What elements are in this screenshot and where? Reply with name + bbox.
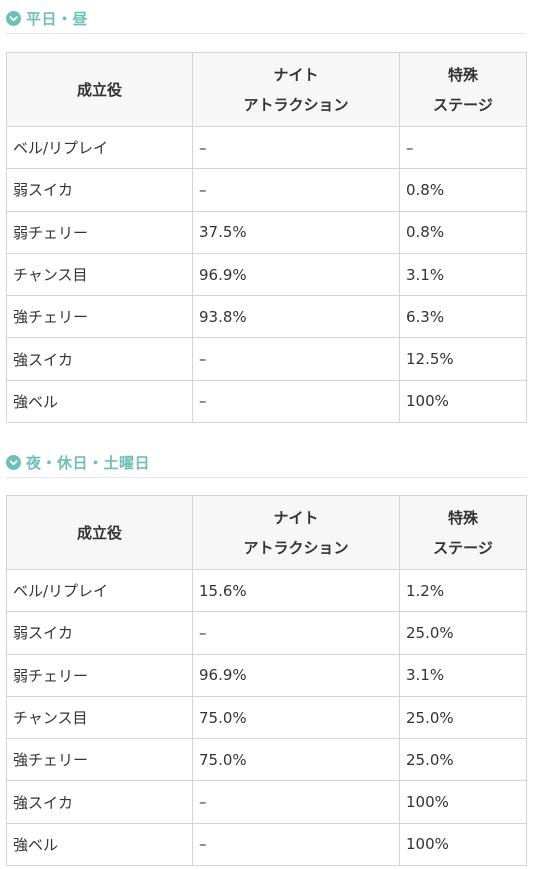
cell-night: – [192,125,400,170]
cell-special: 100% [399,822,527,867]
table-row: 強チェリー 75.0% 25.0% [6,738,527,782]
section-heading-weekday-day: 平日・昼 [6,4,526,34]
header-role: 成立役 [6,52,193,127]
cell-role: 強ベル [6,379,193,424]
cell-role: 強ベル [6,822,193,867]
header-night-line1: ナイト [273,65,319,84]
table-row: チャンス目 75.0% 25.0% [6,695,527,740]
table-row: 強スイカ – 12.5% [6,337,527,381]
cell-night: 75.0% [192,695,400,740]
cell-special: 25.0% [399,738,527,782]
table-row: ベル/リプレイ 15.6% 1.2% [6,568,527,613]
header-special-stage: 特殊 ステージ [399,52,527,127]
cell-special: 100% [399,379,527,424]
cell-special: 3.1% [399,252,527,297]
cell-role: 強チェリー [6,295,193,339]
cell-special: 25.0% [399,695,527,740]
check-circle-icon [6,455,21,470]
cell-special: 0.8% [399,168,527,212]
cell-special: 12.5% [399,337,527,381]
cell-role: 弱チェリー [6,653,193,697]
cell-special: 0.8% [399,210,527,254]
rate-table-weekday-day: 成立役 ナイト アトラクション 特殊 ステージ ベル/リプレイ – – 弱スイカ… [6,52,527,424]
header-night-line2: アトラクション [243,538,349,557]
header-special-line1: 特殊 [447,508,478,527]
cell-night: 96.9% [192,653,400,697]
cell-night: – [192,611,400,655]
check-circle-icon [6,11,21,26]
header-night-attraction: ナイト アトラクション [192,495,400,570]
table-row: 強ベル – 100% [6,822,527,867]
cell-special: 3.1% [399,653,527,697]
section-heading-text: 平日・昼 [26,10,89,28]
cell-role: チャンス目 [6,695,193,740]
table-row: 弱チェリー 96.9% 3.1% [6,653,527,697]
cell-night: 75.0% [192,738,400,782]
cell-special: 25.0% [399,611,527,655]
header-night-line1: ナイト [273,508,319,527]
table-row: 強スイカ – 100% [6,780,527,824]
cell-night: – [192,168,400,212]
header-special-line2: ステージ [433,95,493,114]
cell-night: – [192,337,400,381]
header-special-stage: 特殊 ステージ [399,495,527,570]
cell-special: 1.2% [399,568,527,613]
table-row: 弱スイカ – 25.0% [6,611,527,655]
cell-special: – [399,125,527,170]
table-row: 強チェリー 93.8% 6.3% [6,295,527,339]
cell-night: – [192,780,400,824]
header-role: 成立役 [6,495,193,570]
header-special-line1: 特殊 [447,65,478,84]
cell-night: – [192,379,400,424]
table-row: 弱スイカ – 0.8% [6,168,527,212]
cell-role: ベル/リプレイ [6,125,193,170]
cell-night: 93.8% [192,295,400,339]
section-heading-night-holiday: 夜・休日・土曜日 [6,448,526,478]
cell-night: 96.9% [192,252,400,297]
table-row: チャンス目 96.9% 3.1% [6,252,527,297]
table-row: 強ベル – 100% [6,379,527,424]
cell-role: 強スイカ [6,337,193,381]
header-night-line2: アトラクション [243,95,349,114]
cell-role: ベル/リプレイ [6,568,193,613]
header-special-line2: ステージ [433,538,493,557]
table-row: 弱チェリー 37.5% 0.8% [6,210,527,254]
cell-role: 弱チェリー [6,210,193,254]
cell-role: 弱スイカ [6,611,193,655]
rate-table-night-holiday: 成立役 ナイト アトラクション 特殊 ステージ ベル/リプレイ 15.6% 1.… [6,495,527,867]
section-heading-text: 夜・休日・土曜日 [26,454,151,472]
cell-role: 強スイカ [6,780,193,824]
cell-special: 6.3% [399,295,527,339]
cell-night: 37.5% [192,210,400,254]
cell-role: 弱スイカ [6,168,193,212]
header-night-attraction: ナイト アトラクション [192,52,400,127]
table-row: ベル/リプレイ – – [6,125,527,170]
cell-role: 強チェリー [6,738,193,782]
cell-role: チャンス目 [6,252,193,297]
cell-night: – [192,822,400,867]
table-header-row: 成立役 ナイト アトラクション 特殊 ステージ [6,52,527,127]
cell-night: 15.6% [192,568,400,613]
cell-special: 100% [399,780,527,824]
table-header-row: 成立役 ナイト アトラクション 特殊 ステージ [6,495,527,570]
